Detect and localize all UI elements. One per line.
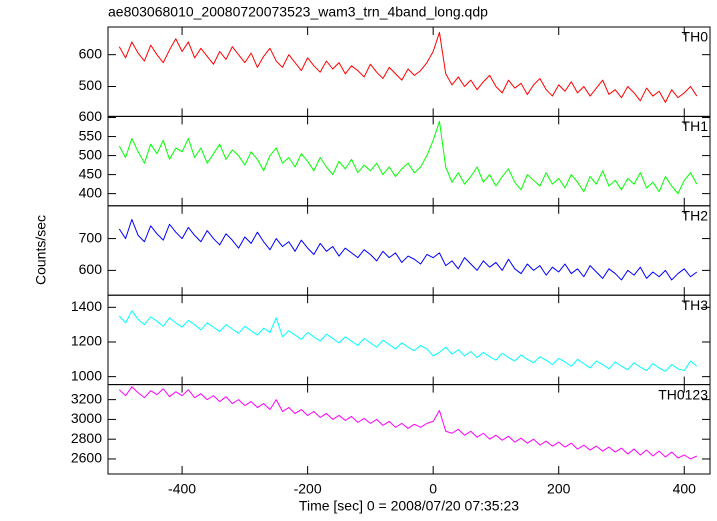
y-tick-label: 550 (79, 127, 103, 143)
y-tick-label: 600 (79, 261, 103, 277)
x-tick-label: -200 (294, 481, 322, 497)
panel-frame (107, 26, 711, 117)
panel-frame (107, 115, 711, 207)
x-tick-label: 0 (429, 481, 437, 497)
y-tick-label: 700 (79, 229, 103, 245)
y-tick-label: 2600 (71, 450, 102, 466)
x-tick-label: -400 (168, 481, 196, 497)
y-tick-label: 1400 (71, 298, 102, 314)
series-label: TH1 (682, 118, 709, 134)
x-tick-label: 400 (673, 481, 697, 497)
panel-frame (107, 384, 711, 475)
y-tick-label: 400 (79, 184, 103, 200)
panel-frame (107, 205, 711, 296)
light-curve (118, 386, 698, 460)
y-tick-label: 2800 (71, 430, 102, 446)
y-tick-label: 600 (79, 108, 103, 124)
y-tick-label: 1200 (71, 333, 102, 349)
y-tick-label: 450 (79, 165, 103, 181)
series-label: TH2 (682, 208, 709, 224)
y-tick-label: 1000 (71, 367, 102, 383)
series-label: TH0 (682, 29, 709, 45)
y-tick-label: 3000 (71, 410, 102, 426)
y-tick-label: 500 (79, 77, 103, 93)
panel-frame (107, 294, 711, 386)
light-curve (118, 120, 698, 195)
light-curve (118, 310, 698, 372)
y-axis-label: Counts/sec (33, 215, 49, 285)
chart-title: ae803068010_20080720073523_wam3_trn_4ban… (108, 4, 488, 20)
light-curve (118, 31, 698, 103)
light-curve (118, 218, 698, 281)
series-label: TH3 (682, 297, 709, 313)
y-tick-label: 500 (79, 146, 103, 162)
x-tick-label: 200 (547, 481, 571, 497)
y-tick-label: 3200 (71, 390, 102, 406)
y-tick-label: 600 (79, 45, 103, 61)
x-axis-label: Time [sec] 0 = 2008/07/20 07:35:23 (299, 498, 519, 514)
series-label: TH0123 (658, 386, 708, 402)
